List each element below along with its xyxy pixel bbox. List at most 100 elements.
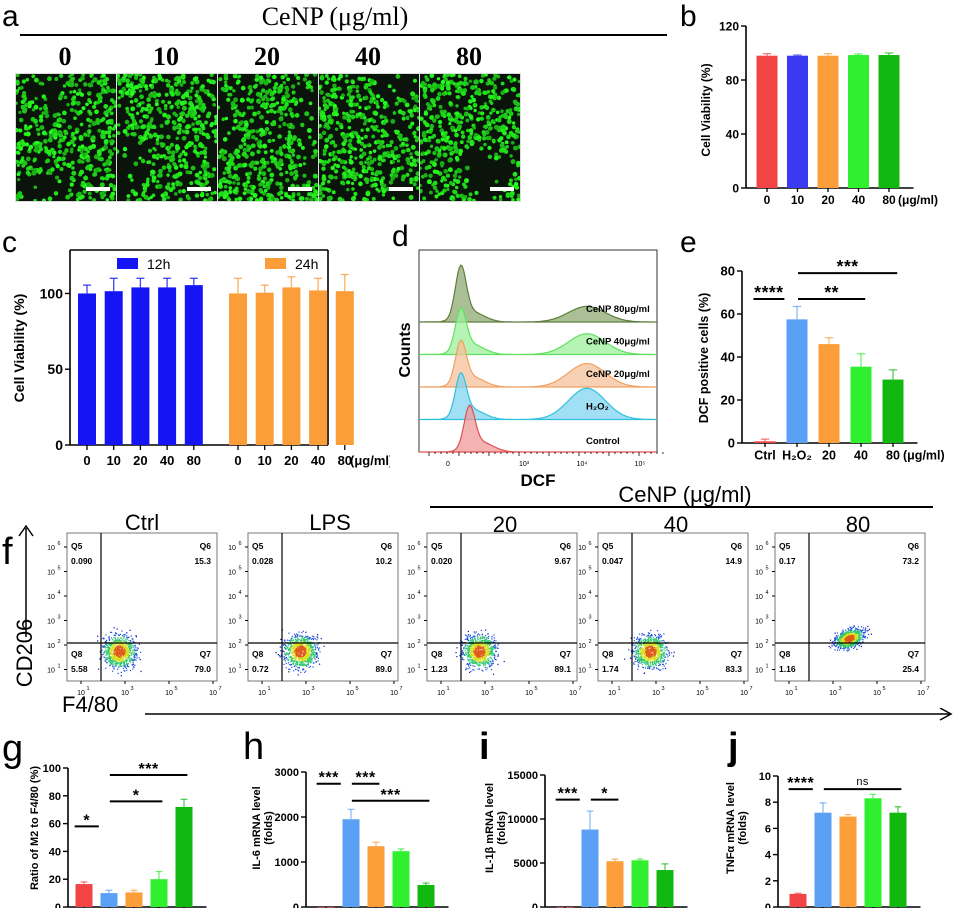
event-dot — [284, 647, 286, 650]
event-dot — [284, 644, 287, 647]
event-dot — [135, 635, 137, 637]
cell — [221, 117, 225, 121]
event-dot — [129, 640, 131, 642]
cell — [296, 75, 301, 81]
event-dot — [490, 648, 492, 650]
cell — [302, 162, 307, 166]
event-dot — [295, 637, 297, 639]
event-dot — [129, 648, 131, 650]
event-dot — [473, 646, 475, 648]
cell — [155, 141, 160, 146]
cell — [234, 197, 238, 201]
event-dot — [480, 660, 483, 663]
event-dot — [124, 651, 127, 653]
panel-a-column-header: 20 — [254, 42, 280, 71]
cell — [94, 109, 99, 115]
cell — [82, 189, 87, 193]
cell — [129, 99, 134, 104]
cell — [265, 181, 270, 186]
y-tick-label: 10 — [47, 643, 55, 650]
event-dot — [294, 655, 296, 657]
event-dot — [109, 657, 111, 659]
cell — [454, 185, 459, 190]
event-dot — [131, 652, 133, 654]
cell — [367, 118, 372, 123]
event-dot — [124, 646, 126, 648]
event-dot — [471, 647, 473, 649]
event-dot — [134, 648, 136, 650]
event-dot — [493, 637, 495, 639]
cell — [75, 100, 81, 106]
event-dot — [313, 651, 315, 654]
cell — [416, 107, 419, 113]
y-tick-label: 10 — [228, 643, 236, 650]
event-dot — [127, 658, 129, 660]
cell — [96, 100, 101, 105]
event-dot — [481, 643, 483, 645]
cell — [371, 183, 376, 187]
event-dot — [113, 640, 115, 642]
cell — [331, 157, 336, 162]
event-dot — [287, 639, 289, 641]
x-axis-label: DCF — [521, 471, 556, 490]
cell — [261, 163, 267, 169]
cell — [455, 104, 459, 108]
cell — [342, 182, 346, 186]
cell — [309, 116, 314, 121]
cell — [149, 119, 153, 123]
cell — [213, 190, 217, 195]
event-dot — [118, 649, 120, 651]
cell — [127, 74, 133, 79]
cell — [443, 137, 449, 143]
cell — [517, 175, 520, 181]
event-dot — [491, 641, 493, 643]
event-dot — [303, 641, 305, 643]
cell — [448, 101, 453, 106]
y-tick-exponent: 3 — [57, 615, 60, 621]
event-dot — [464, 648, 466, 650]
event-dot — [307, 639, 309, 641]
cell — [212, 129, 217, 135]
event-dot — [475, 661, 477, 664]
event-dot — [462, 651, 464, 653]
bar — [184, 285, 203, 445]
event-dot — [122, 646, 124, 649]
cell — [31, 108, 36, 112]
panel-f-title: CeNP (μg/ml) — [618, 482, 752, 507]
cell — [254, 198, 260, 201]
cell — [460, 130, 465, 135]
cell — [409, 113, 414, 118]
event-dot — [294, 647, 296, 649]
event-dot — [305, 638, 307, 641]
event-dot — [132, 663, 135, 665]
cell — [269, 92, 274, 97]
event-dot — [309, 650, 311, 652]
panel-a-column-header: 40 — [355, 42, 381, 71]
event-dot — [289, 650, 291, 652]
event-dot — [104, 659, 106, 661]
cell — [353, 191, 358, 196]
event-dot — [483, 640, 485, 642]
event-dot — [124, 648, 126, 651]
cell — [395, 74, 401, 79]
event-dot — [306, 638, 308, 640]
event-dot — [304, 663, 306, 665]
cell — [233, 118, 238, 124]
scale-bar — [389, 187, 413, 191]
cell — [509, 79, 514, 83]
cell — [207, 92, 211, 97]
cell — [164, 92, 169, 97]
cell — [195, 180, 201, 186]
event-dot — [130, 647, 132, 650]
cell — [262, 143, 268, 149]
x-unit-label: (μg/ml) — [898, 193, 938, 207]
cell — [358, 98, 363, 102]
cell — [450, 195, 454, 199]
event-dot — [317, 643, 319, 645]
cell — [175, 136, 179, 141]
event-dot — [120, 671, 122, 673]
cell — [176, 105, 180, 109]
cell — [99, 176, 104, 181]
quadrant-value-q7: 89.0 — [375, 664, 392, 674]
cell — [397, 133, 403, 139]
